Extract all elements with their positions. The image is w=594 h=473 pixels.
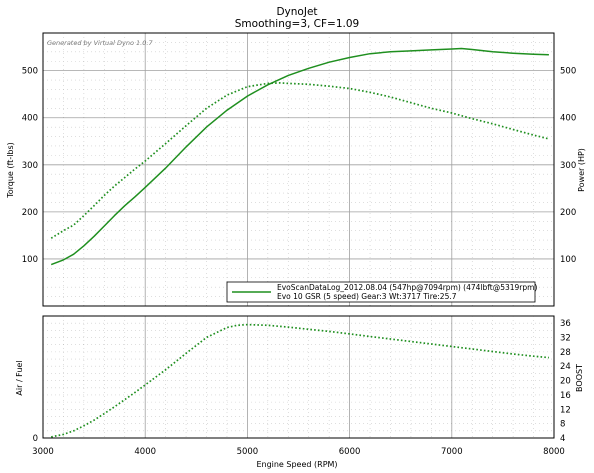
boost-tick-label: 16 [560, 391, 571, 401]
generated-by-watermark: Generated by Virtual Dyno 1.0.7 [47, 39, 153, 47]
legend-run-label: EvoScanDataLog_2012.08.04 (547hp@7094rpm… [277, 283, 537, 292]
power-axis-label: Power (HP) [577, 148, 586, 192]
boost-curve [51, 323, 549, 438]
rpm-tick-label: 7000 [441, 447, 463, 457]
chart-title: DynoJet [276, 6, 317, 18]
torque-tick-label: 100 [22, 255, 38, 265]
boost-tick-label: 4 [560, 434, 565, 444]
legend: EvoScanDataLog_2012.08.04 (547hp@7094rpm… [226, 281, 537, 303]
air-fuel-tick-label: 0 [33, 434, 38, 444]
rpm-tick-label: 4000 [134, 447, 156, 457]
bottom-panel-frame [42, 315, 555, 439]
top-panel-series [50, 47, 550, 266]
power-curve [50, 47, 549, 266]
chart-subtitle: Smoothing=3, CF=1.09 [235, 18, 359, 30]
rpm-tick-label: 3000 [32, 447, 54, 457]
engine-speed-axis-label: Engine Speed (RPM) [256, 460, 337, 469]
rpm-tick-label: 5000 [237, 447, 259, 457]
torque-curve [50, 82, 550, 239]
boost-axis-label: BOOST [575, 364, 584, 392]
rpm-tick-label: 6000 [339, 447, 361, 457]
torque-tick-label: 200 [22, 208, 38, 218]
boost-tick-label: 32 [560, 334, 571, 344]
top-panel-grid [43, 33, 554, 306]
rpm-tick-label: 8000 [543, 447, 565, 457]
power-tick-label: 300 [560, 161, 576, 171]
boost-tick-label: 12 [560, 405, 571, 415]
torque-axis-label: Torque (ft-lbs) [6, 142, 15, 199]
torque-tick-label: 400 [22, 114, 38, 124]
boost-tick-label: 24 [560, 362, 571, 372]
boost-tick-label: 8 [560, 420, 565, 430]
top-panel-frame [42, 32, 555, 307]
torque-tick-label: 300 [22, 161, 38, 171]
bottom-panel-series [51, 323, 549, 438]
bottom-panel-grid [43, 316, 554, 438]
power-tick-label: 500 [560, 67, 576, 77]
boost-tick-label: 36 [560, 319, 571, 329]
legend-box [226, 281, 536, 303]
legend-vehicle-label: Evo 10 GSR (5 speed) Gear:3 Wt:3717 Tire… [277, 292, 457, 301]
air-fuel-axis-label: Air / Fuel [15, 360, 24, 395]
power-tick-label: 400 [560, 114, 576, 124]
power-tick-label: 200 [560, 208, 576, 218]
boost-tick-label: 28 [560, 348, 571, 358]
power-tick-label: 100 [560, 255, 576, 265]
torque-tick-label: 500 [22, 67, 38, 77]
boost-tick-label: 20 [560, 377, 571, 387]
